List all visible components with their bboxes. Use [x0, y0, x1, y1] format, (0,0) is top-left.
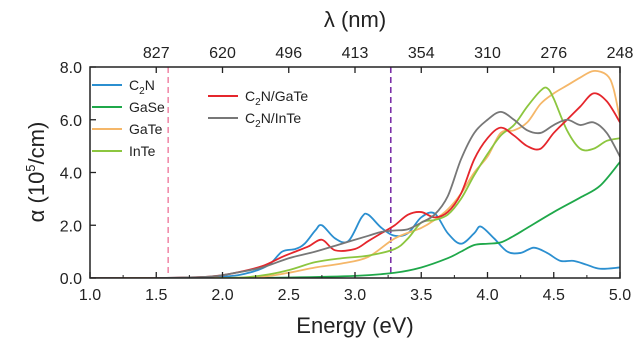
top-tick-label: 310 — [474, 45, 501, 62]
legend-item-c2n: C2N — [92, 77, 155, 97]
legend-label: C2N/GaTe — [245, 88, 308, 108]
top-tick-label: 276 — [540, 45, 567, 62]
x-tick-label: 2.5 — [278, 287, 300, 304]
y-tick-label: 6.0 — [60, 113, 82, 130]
x-tick-label: 1.5 — [145, 287, 167, 304]
axes: 1.0 1.5 2.0 2.5 3.0 3.5 4.0 4.5 5.0 0.0 2.0 4.0 6.0 8… — [60, 45, 633, 304]
legend-item-c2n-gate: C2N/GaTe — [208, 88, 308, 108]
y-axis-title: α (105/cm) — [23, 122, 49, 223]
y-axis-title-main: α (10 — [24, 172, 49, 223]
plot-frame — [89, 66, 621, 279]
legend-item-gase: GaSe — [92, 99, 165, 115]
x-axis-title: Energy (eV) — [296, 313, 413, 338]
series-line-c2n — [90, 211, 620, 278]
series-line-gate — [90, 69, 620, 278]
x-tick-label: 3.0 — [344, 287, 366, 304]
top-tick-label: 827 — [143, 45, 170, 62]
legend-label: C2N/InTe — [245, 110, 301, 130]
title-layer: λ (nm) Energy (eV) α (105/cm) — [23, 7, 414, 338]
top-tick-label: 413 — [342, 45, 369, 62]
legend-label: InTe — [129, 143, 156, 159]
legend-label: GaTe — [129, 121, 163, 137]
series-line-c2n-gate — [90, 92, 620, 278]
legend-item-inte: InTe — [92, 143, 156, 159]
x-tick-label: 5.0 — [609, 287, 631, 304]
legend-item-gate: GaTe — [92, 121, 163, 137]
x-tick-label: 2.0 — [211, 287, 233, 304]
series-line-inte — [90, 86, 620, 278]
x-tick-label: 1.0 — [79, 287, 101, 304]
top-axis-title: λ (nm) — [324, 7, 386, 32]
y-tick-label: 0.0 — [60, 271, 82, 288]
x-tick-label: 3.5 — [410, 287, 432, 304]
legend-item-c2n-inte: C2N/InTe — [208, 110, 301, 130]
y-tick-label: 2.0 — [60, 218, 82, 235]
legend-label: C2N — [129, 77, 155, 97]
x-tick-label: 4.5 — [543, 287, 565, 304]
top-tick-label: 354 — [408, 45, 435, 62]
top-tick-label: 248 — [607, 45, 633, 62]
legend-label: GaSe — [129, 99, 165, 115]
y-tick-label: 8.0 — [60, 60, 82, 77]
y-tick-label: 4.0 — [60, 166, 82, 183]
y-axis-title-exponent: 5 — [23, 164, 38, 171]
top-tick-label: 496 — [275, 45, 302, 62]
series-line-c2n-inte — [90, 110, 620, 278]
top-tick-label: 620 — [209, 45, 236, 62]
reference-lines — [167, 67, 392, 278]
y-axis-title-unit: /cm) — [24, 122, 49, 165]
x-tick-label: 4.0 — [476, 287, 498, 304]
series-lines — [90, 69, 620, 278]
